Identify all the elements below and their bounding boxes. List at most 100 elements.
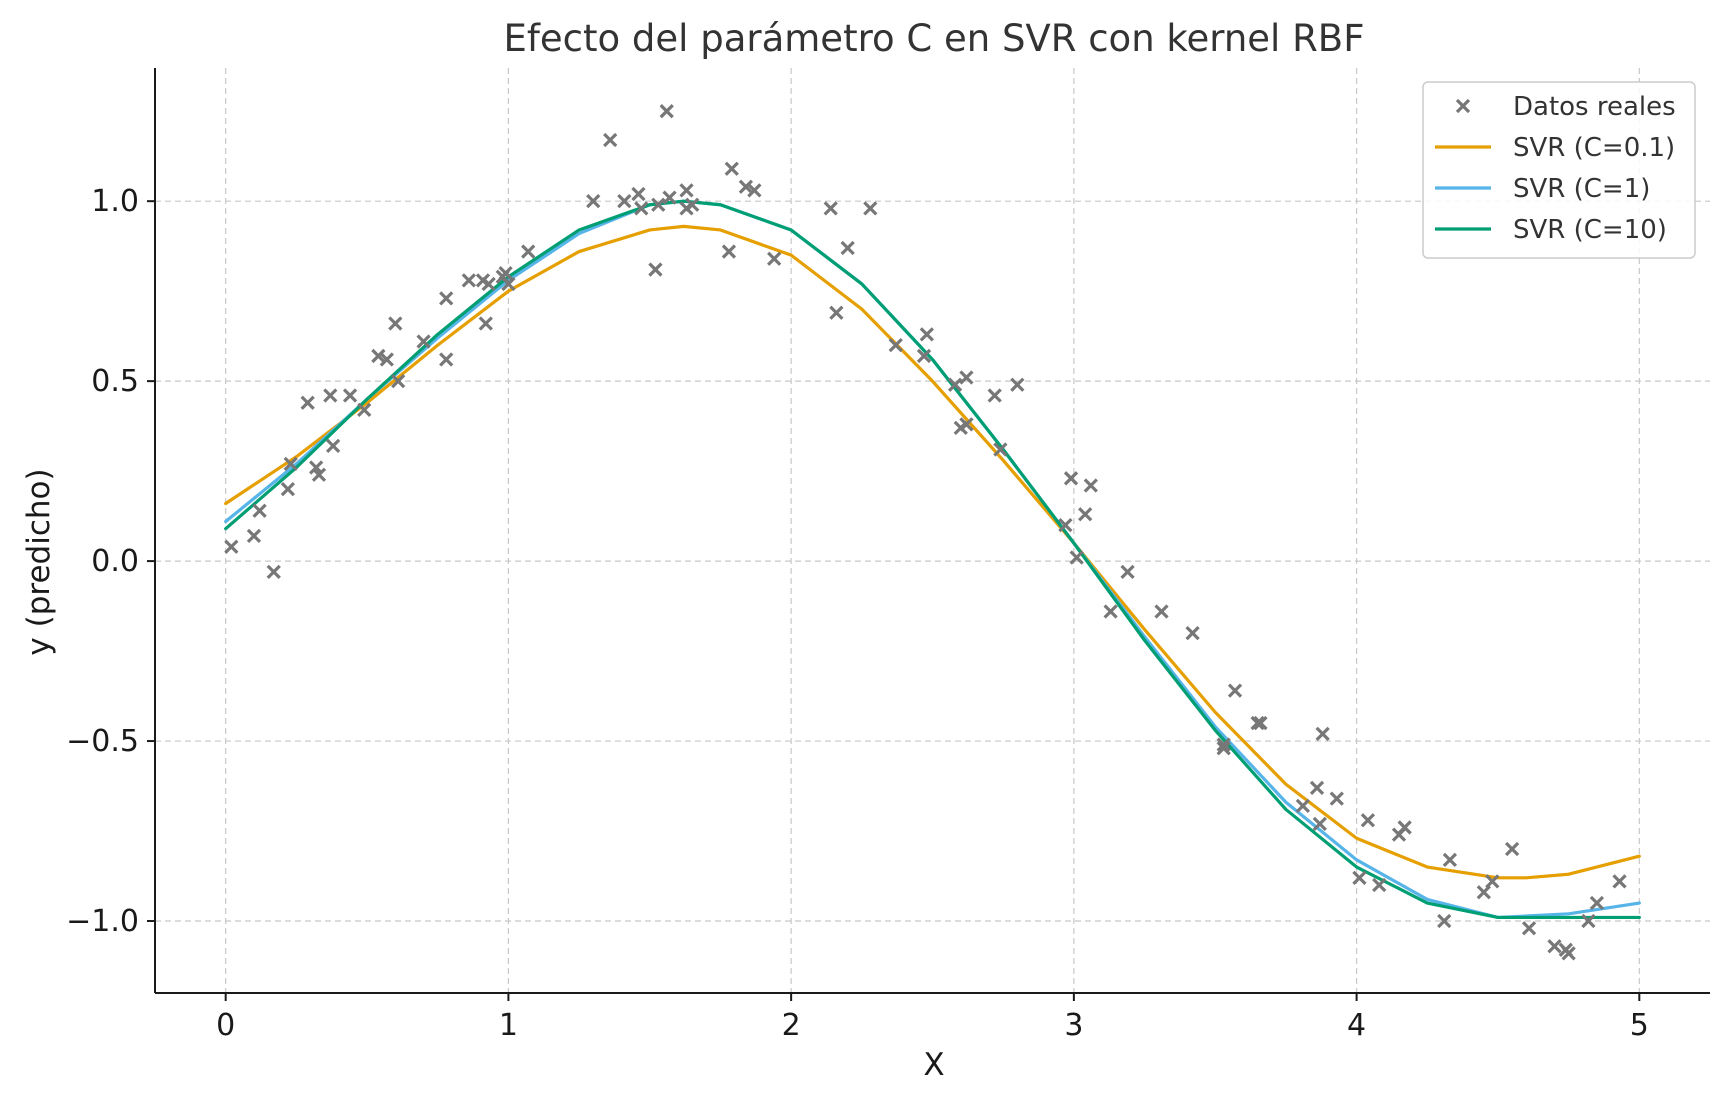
data-point: [1397, 820, 1412, 835]
data-point: [659, 104, 674, 119]
data-point: [311, 467, 327, 482]
data-point: [1250, 715, 1265, 731]
legend: Datos reales SVR (C=0.1) SVR (C=1) SVR (C=1…: [1422, 81, 1696, 259]
series-line-2: [224, 199, 1641, 920]
data-point: [987, 388, 1002, 403]
data-point: [1083, 478, 1098, 493]
data-point: [919, 327, 934, 342]
data-point: [379, 352, 394, 367]
data-point: [916, 348, 932, 364]
data-point: [342, 388, 358, 403]
data-point: [1476, 885, 1491, 900]
data-point: [747, 183, 762, 198]
data-point: [586, 194, 601, 209]
data-point: [947, 377, 963, 392]
data-point: [391, 374, 406, 389]
data-point: [617, 194, 632, 209]
data-point: [280, 481, 296, 497]
data-point: [679, 183, 694, 198]
data-point: [1547, 939, 1562, 954]
y-tick-label: 1.0: [91, 184, 139, 219]
y-tick-label: 0.0: [91, 544, 139, 579]
data-point: [478, 316, 493, 331]
data-point: [993, 442, 1008, 457]
x-tick-label: 3: [1064, 1008, 1083, 1043]
curves: [224, 199, 1641, 920]
legend-label-0: SVR (C=0.1): [1513, 133, 1675, 163]
data-point: [1352, 870, 1367, 885]
x-tick-label: 0: [216, 1008, 235, 1043]
data-point: [1521, 921, 1537, 936]
data-point: [863, 201, 878, 216]
data-point: [246, 528, 262, 544]
x-tick-label: 2: [782, 1008, 801, 1043]
data-point: [1485, 874, 1500, 889]
x-axis-label: X: [923, 1047, 944, 1083]
y-tick-label: 0.5: [91, 364, 139, 399]
data-point: [1312, 816, 1327, 831]
data-point: [439, 291, 454, 306]
data-point: [1589, 895, 1605, 911]
data-point: [662, 190, 677, 205]
series-line-1: [224, 199, 1641, 920]
data-point: [388, 316, 403, 331]
data-point: [1360, 813, 1376, 828]
data-point: [1154, 604, 1169, 619]
data-point: [1581, 913, 1596, 929]
data-point: [840, 240, 855, 256]
data-point: [1069, 550, 1084, 565]
data-point: [498, 266, 513, 281]
data-point: [1216, 741, 1231, 756]
data-point: [651, 197, 666, 212]
legend-label-scatter: Datos reales: [1513, 92, 1676, 122]
legend-label-2: SVR (C=10): [1513, 215, 1667, 245]
data-point: [439, 352, 454, 367]
data-point: [1185, 625, 1200, 641]
data-point: [1295, 798, 1311, 813]
data-point: [888, 338, 903, 353]
data-point: [648, 262, 663, 277]
data-point: [767, 251, 782, 266]
data-point: [1561, 946, 1576, 961]
data-point: [959, 370, 974, 385]
data-point: [1216, 737, 1231, 752]
data-point: [1227, 683, 1243, 698]
series-line-0: [224, 224, 1641, 880]
data-point: [416, 334, 431, 349]
x-tick-label: 4: [1347, 1008, 1366, 1043]
data-point: [300, 395, 315, 410]
data-point: [738, 179, 754, 194]
axes: 0 1 2 3 4 5 −1.0 −0.5 0.0 0.5 1.0: [66, 68, 1710, 1043]
data-point: [603, 132, 618, 148]
data-point: [823, 201, 838, 216]
chart-title: Efecto del parámetro C en SVR con kernel…: [504, 17, 1365, 60]
data-point: [1315, 726, 1330, 741]
data-point: [323, 388, 338, 403]
data-point: [634, 201, 649, 216]
legend-label-1: SVR (C=1): [1513, 174, 1650, 204]
data-point: [521, 244, 536, 259]
data-point: [266, 564, 281, 580]
data-point: [357, 402, 372, 418]
legend-marker-scatter: [1455, 98, 1471, 114]
data-point: [829, 305, 844, 320]
data-point: [325, 438, 341, 454]
data-point: [1437, 913, 1452, 929]
data-point: [721, 244, 737, 259]
y-tick-label: −0.5: [66, 724, 139, 759]
data-point: [252, 503, 267, 518]
data-point: [1058, 517, 1073, 533]
data-point: [1612, 874, 1627, 889]
data-point: [1010, 377, 1025, 392]
data-point: [1103, 604, 1118, 619]
data-point: [461, 273, 476, 288]
data-point: [631, 186, 646, 202]
legend-box: [1422, 81, 1696, 259]
data-point: [685, 197, 700, 212]
data-point: [1253, 715, 1268, 731]
x-tick-label: 1: [499, 1008, 518, 1043]
data-point: [371, 348, 386, 364]
data-point: [1078, 507, 1093, 522]
